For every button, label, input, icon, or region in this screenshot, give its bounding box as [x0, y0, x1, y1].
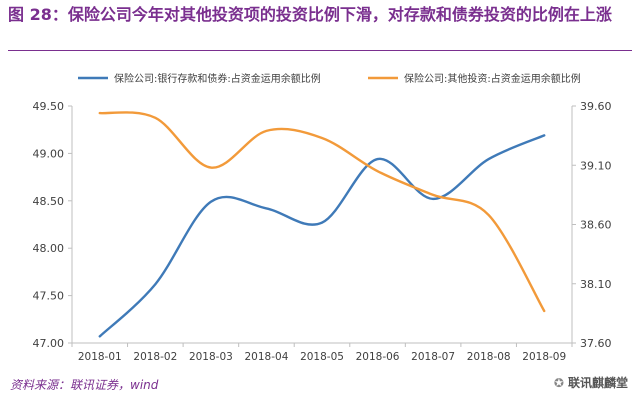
left-tick-label: 49.00 — [33, 147, 65, 160]
right-tick-label: 37.60 — [580, 337, 612, 350]
title-divider — [8, 50, 632, 51]
legend-label-2: 保险公司:其他投资:占资金运用余额比例 — [404, 72, 581, 85]
left-tick-label: 49.50 — [33, 100, 65, 113]
right-tick-label: 38.10 — [580, 278, 612, 291]
x-tick-label: 2018-02 — [133, 351, 177, 363]
wechat-icon: ✪ — [553, 376, 564, 390]
series-line-1 — [98, 134, 546, 338]
source-note: 资料来源：联讯证券，wind — [10, 378, 159, 392]
figure-title: 图 28：保险公司今年对其他投资项的投资比例下滑，对存款和债券投资的比例在上涨 — [8, 5, 612, 24]
legend-label-1: 保险公司:银行存款和债券:占资金运用余额比例 — [114, 72, 321, 85]
x-tick-label: 2018-03 — [189, 351, 233, 363]
watermark-text: 联讯麒麟堂 — [567, 376, 628, 390]
x-tick-label: 2018-01 — [78, 351, 122, 363]
series-line-2 — [98, 111, 546, 313]
x-tick-label: 2018-06 — [356, 351, 400, 363]
right-tick-label: 38.60 — [580, 219, 612, 232]
x-tick-label: 2018-09 — [522, 351, 566, 363]
watermark: ✪ 联讯麒麟堂 — [554, 374, 628, 391]
left-tick-label: 48.00 — [33, 242, 65, 255]
x-tick-label: 2018-08 — [467, 351, 511, 363]
x-tick-label: 2018-04 — [245, 351, 289, 363]
line-chart: 47.00 47.50 48.00 48.50 49.00 49.50 37.60 38.10… — [33, 72, 612, 363]
right-tick-label: 39.60 — [580, 100, 612, 113]
left-tick-label: 47.00 — [33, 337, 65, 350]
right-tick-label: 39.10 — [580, 159, 612, 172]
x-tick-label: 2018-05 — [300, 351, 344, 363]
x-tick-label: 2018-07 — [411, 351, 455, 363]
left-tick-label: 48.50 — [33, 195, 65, 208]
left-tick-label: 47.50 — [33, 290, 65, 303]
